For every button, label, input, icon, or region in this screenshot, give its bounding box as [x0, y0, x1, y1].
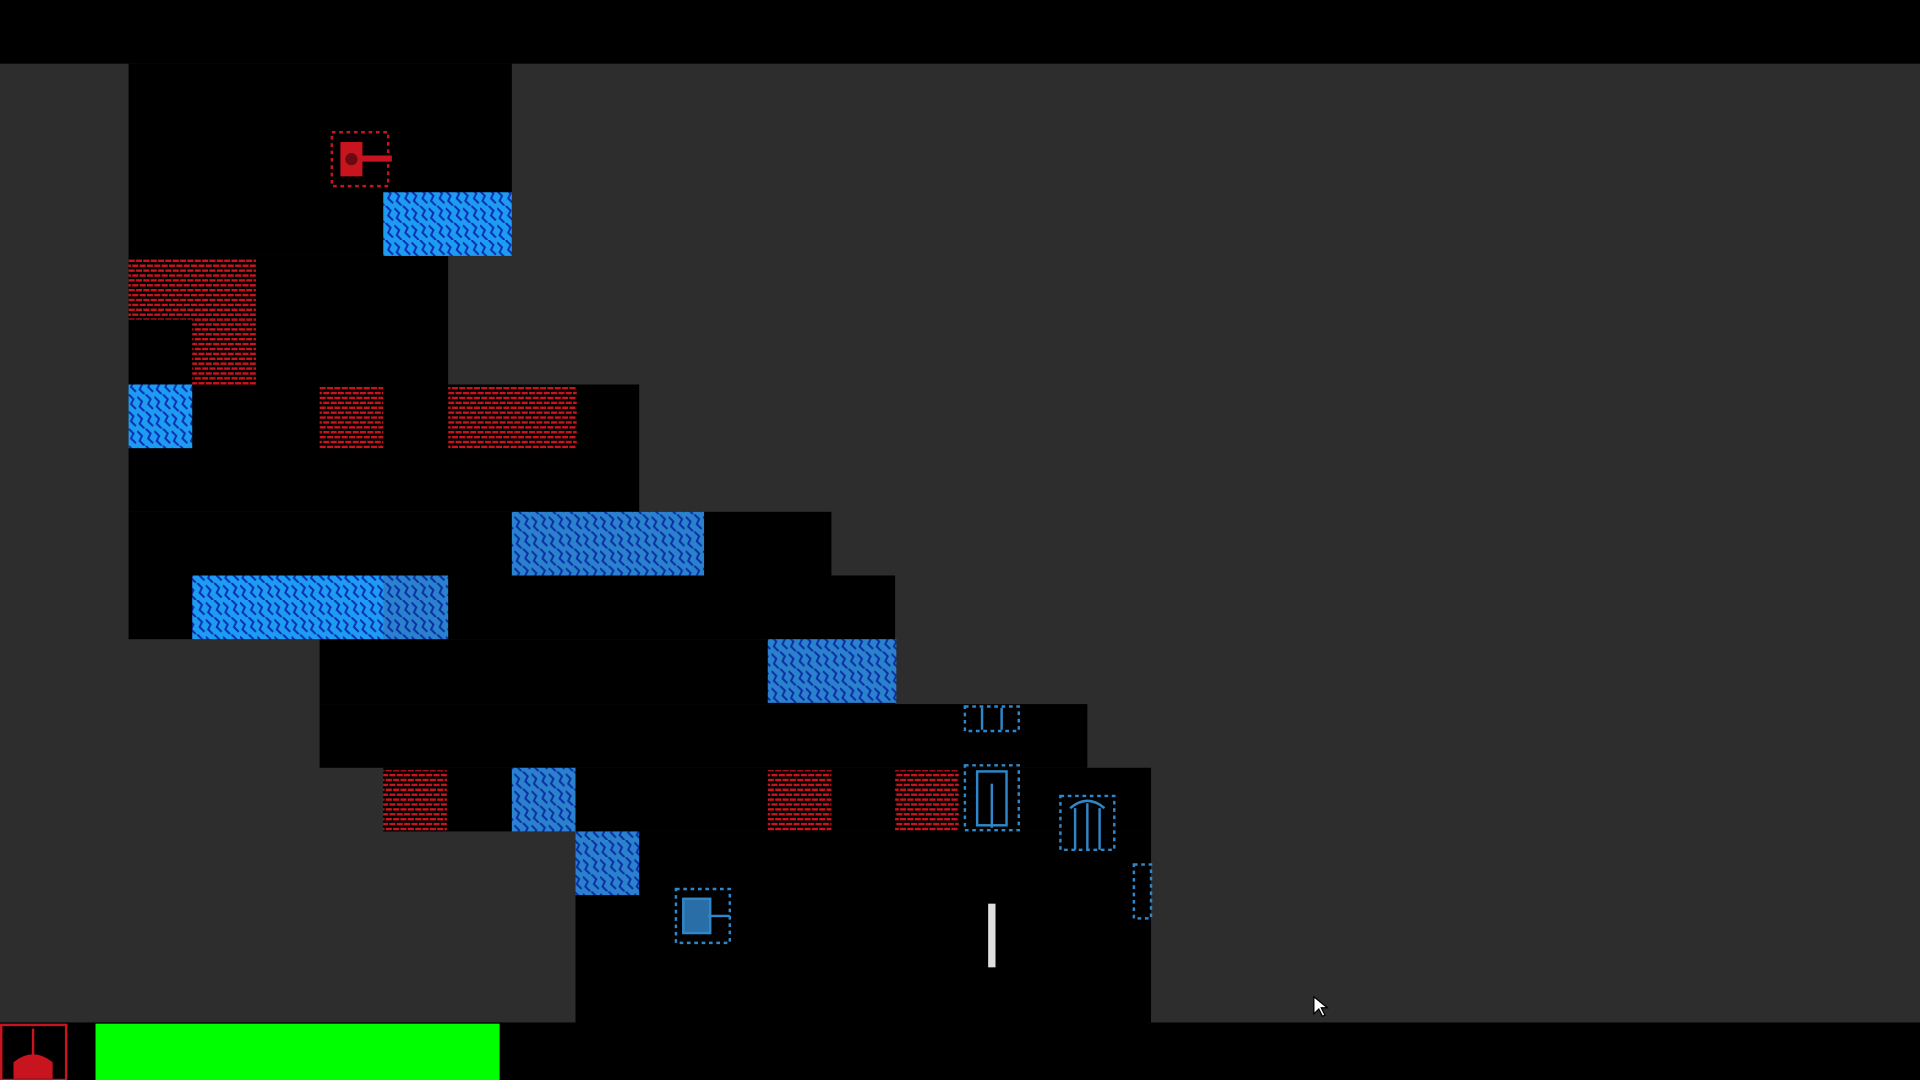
health-bar: [95, 1023, 500, 1080]
hud: [0, 1023, 500, 1080]
enemy-tank: [963, 705, 1020, 733]
enemy-tank: [1059, 794, 1116, 852]
water-tiles: [128, 192, 897, 896]
bullet: [988, 903, 996, 968]
brick-walls: [128, 258, 959, 832]
enemy-tank: [963, 764, 1020, 832]
player-tank: [330, 131, 392, 188]
mouse-cursor: [1313, 995, 1330, 1018]
enemy-tank: [1132, 863, 1153, 920]
enemy-tank: [674, 887, 732, 945]
enemy-tanks: [674, 705, 1153, 945]
